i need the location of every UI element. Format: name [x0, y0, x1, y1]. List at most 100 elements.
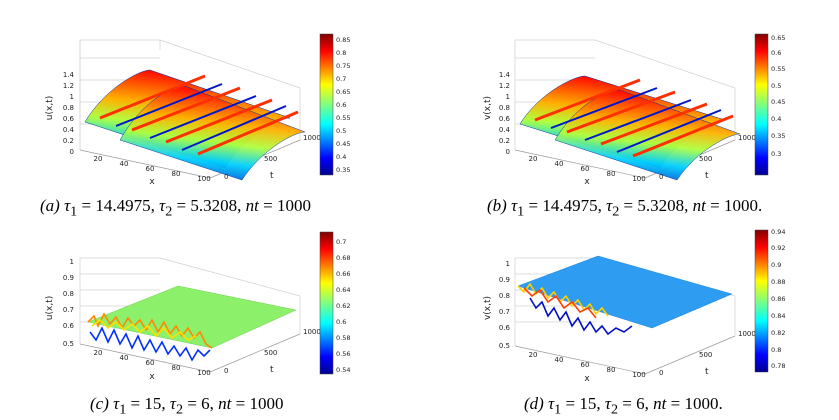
- cb-tick: 0.5: [336, 127, 346, 135]
- ttick: 500: [699, 155, 712, 163]
- cb-tick: 0.6: [336, 318, 346, 326]
- ttick: 1000: [738, 134, 756, 142]
- xticks-a: 20 40 60 80 100: [94, 155, 211, 183]
- tticks-b: 0 500 1000: [659, 134, 756, 181]
- ztick: 1.2: [499, 82, 510, 90]
- xlabel-d: x: [584, 374, 590, 384]
- ztick: 0.9: [63, 274, 74, 282]
- tlabel-b: t: [705, 171, 709, 181]
- cb-tick: 0.45: [336, 140, 350, 148]
- ztick: 1.2: [63, 82, 74, 90]
- axes-box-c: [79, 257, 301, 373]
- cb-tick: 0.62: [336, 302, 350, 310]
- cb-tick: 0.65: [336, 88, 350, 96]
- wave-troughs-b: [550, 87, 722, 153]
- plot-d: v(x,t) 0.5 0.6 0.7 0.8 0.9 1 20 40 60 80…: [483, 228, 785, 384]
- colorbar-b: [754, 33, 769, 176]
- cb-tick: 0.92: [771, 244, 785, 252]
- plot-c: u(x,t) 0.5 0.6 0.7 0.8 0.9 1 20 40 60 80…: [45, 231, 350, 382]
- ztick: 0.7: [63, 306, 74, 314]
- wave-troughs-a: [115, 83, 287, 151]
- cb-tick: 0.4: [771, 115, 781, 123]
- cb-tick: 0.66: [336, 270, 350, 278]
- zlabel-d: v(x,t): [483, 296, 493, 320]
- xlabel-c: x: [149, 372, 155, 382]
- caption-b: (b) τ1 = 14.4975, τ2 = 5.3208, nt = 1000…: [487, 196, 763, 220]
- ttick: 1000: [303, 134, 321, 142]
- ztick: 0.6: [499, 115, 511, 123]
- xticks-b: 20 40 60 80 100: [529, 155, 646, 183]
- xtick: 20: [94, 349, 103, 357]
- ztick: 1.4: [63, 71, 75, 79]
- cb-tick: 0.82: [771, 329, 785, 337]
- cb-tick: 0.35: [336, 166, 350, 174]
- xtick: 60: [581, 165, 590, 173]
- ztick: 0.2: [63, 137, 74, 145]
- xtick: 40: [120, 354, 129, 362]
- colorbar-ticks-d: 0.94 0.92 0.9 0.88 0.86 0.84 0.82 0.8 0.…: [771, 228, 785, 370]
- ztick: 1: [70, 93, 74, 101]
- tlabel-a: t: [270, 171, 274, 181]
- xtick: 80: [607, 366, 616, 374]
- cb-tick: 0.85: [336, 36, 350, 44]
- cb-tick: 0.8: [771, 346, 781, 354]
- ztick: 0.6: [499, 324, 511, 332]
- cb-tick: 0.75: [336, 62, 350, 70]
- oscillation-front-c: [87, 312, 213, 362]
- cb-tick: 0.86: [771, 295, 785, 303]
- ttick: 1000: [303, 328, 321, 336]
- ztick: 0.5: [499, 342, 510, 350]
- cb-tick: 0.7: [336, 75, 346, 83]
- cb-tick: 0.68: [336, 254, 350, 262]
- ztick: 0: [506, 148, 510, 156]
- ztick: 0.4: [63, 126, 75, 134]
- ttick: 0: [659, 173, 663, 181]
- colorbar-a: [319, 33, 334, 176]
- ttick: 500: [264, 349, 277, 357]
- ztick: 0.6: [63, 322, 75, 330]
- colorbar-c: [319, 231, 334, 375]
- ztick: 1.4: [499, 71, 511, 79]
- wave-crests-a: [99, 74, 299, 156]
- cb-tick: 0.9: [771, 261, 781, 269]
- ztick: 0.8: [63, 104, 74, 112]
- xtick: 60: [146, 359, 155, 367]
- cb-tick: 0.55: [336, 114, 350, 122]
- cb-tick: 0.4: [336, 153, 346, 161]
- ztick: 0.5: [63, 340, 74, 348]
- cb-tick: 0.56: [336, 350, 350, 358]
- ttick: 500: [699, 351, 712, 359]
- xtick: 100: [632, 371, 645, 379]
- cb-tick: 0.3: [771, 150, 781, 158]
- xtick: 60: [581, 361, 590, 369]
- xtick: 100: [632, 175, 645, 183]
- ztick: 0.2: [499, 137, 510, 145]
- cb-tick: 0.58: [336, 334, 350, 342]
- cb-tick: 0.54: [336, 366, 350, 374]
- zticks-a: 0 0.2 0.4 0.6 0.8 1 1.2 1.4: [63, 71, 75, 156]
- zlabel-c: u(x,t): [45, 296, 55, 320]
- xtick: 60: [146, 165, 155, 173]
- oscillation-front-d: [517, 282, 633, 336]
- xtick: 40: [555, 356, 564, 364]
- cb-tick: 0.6: [336, 101, 346, 109]
- tlabel-c: t: [270, 365, 274, 375]
- ztick: 0.9: [499, 276, 510, 284]
- ztick: 0.8: [63, 290, 74, 298]
- caption-d: (d) τ1 = 15, τ2 = 6, nt = 1000.: [524, 394, 723, 418]
- colorbar-ticks-c: 0.7 0.68 0.66 0.64 0.62 0.6 0.58 0.56 0.…: [336, 238, 350, 374]
- surface-a: [84, 69, 306, 181]
- xtick: 80: [172, 170, 181, 178]
- xtick: 80: [172, 364, 181, 372]
- plot-b: v(x,t) 0 0.2 0.4 0.6 0.8 1 1.2 1.4 20 40…: [483, 33, 785, 187]
- colorbar-ticks-a: 0.85 0.8 0.75 0.7 0.65 0.6 0.55 0.5 0.45…: [336, 36, 350, 174]
- caption-a: (a) τ1 = 14.4975, τ2 = 5.3208, nt = 1000: [40, 196, 311, 220]
- cb-tick: 0.88: [771, 278, 785, 286]
- zlabel-a: u(x,t): [45, 96, 55, 120]
- cb-tick: 0.84: [771, 312, 785, 320]
- colorbar-d: [754, 229, 769, 373]
- ttick: 0: [659, 369, 663, 377]
- ztick: 1: [506, 260, 510, 268]
- cb-tick: 0.7: [336, 238, 346, 246]
